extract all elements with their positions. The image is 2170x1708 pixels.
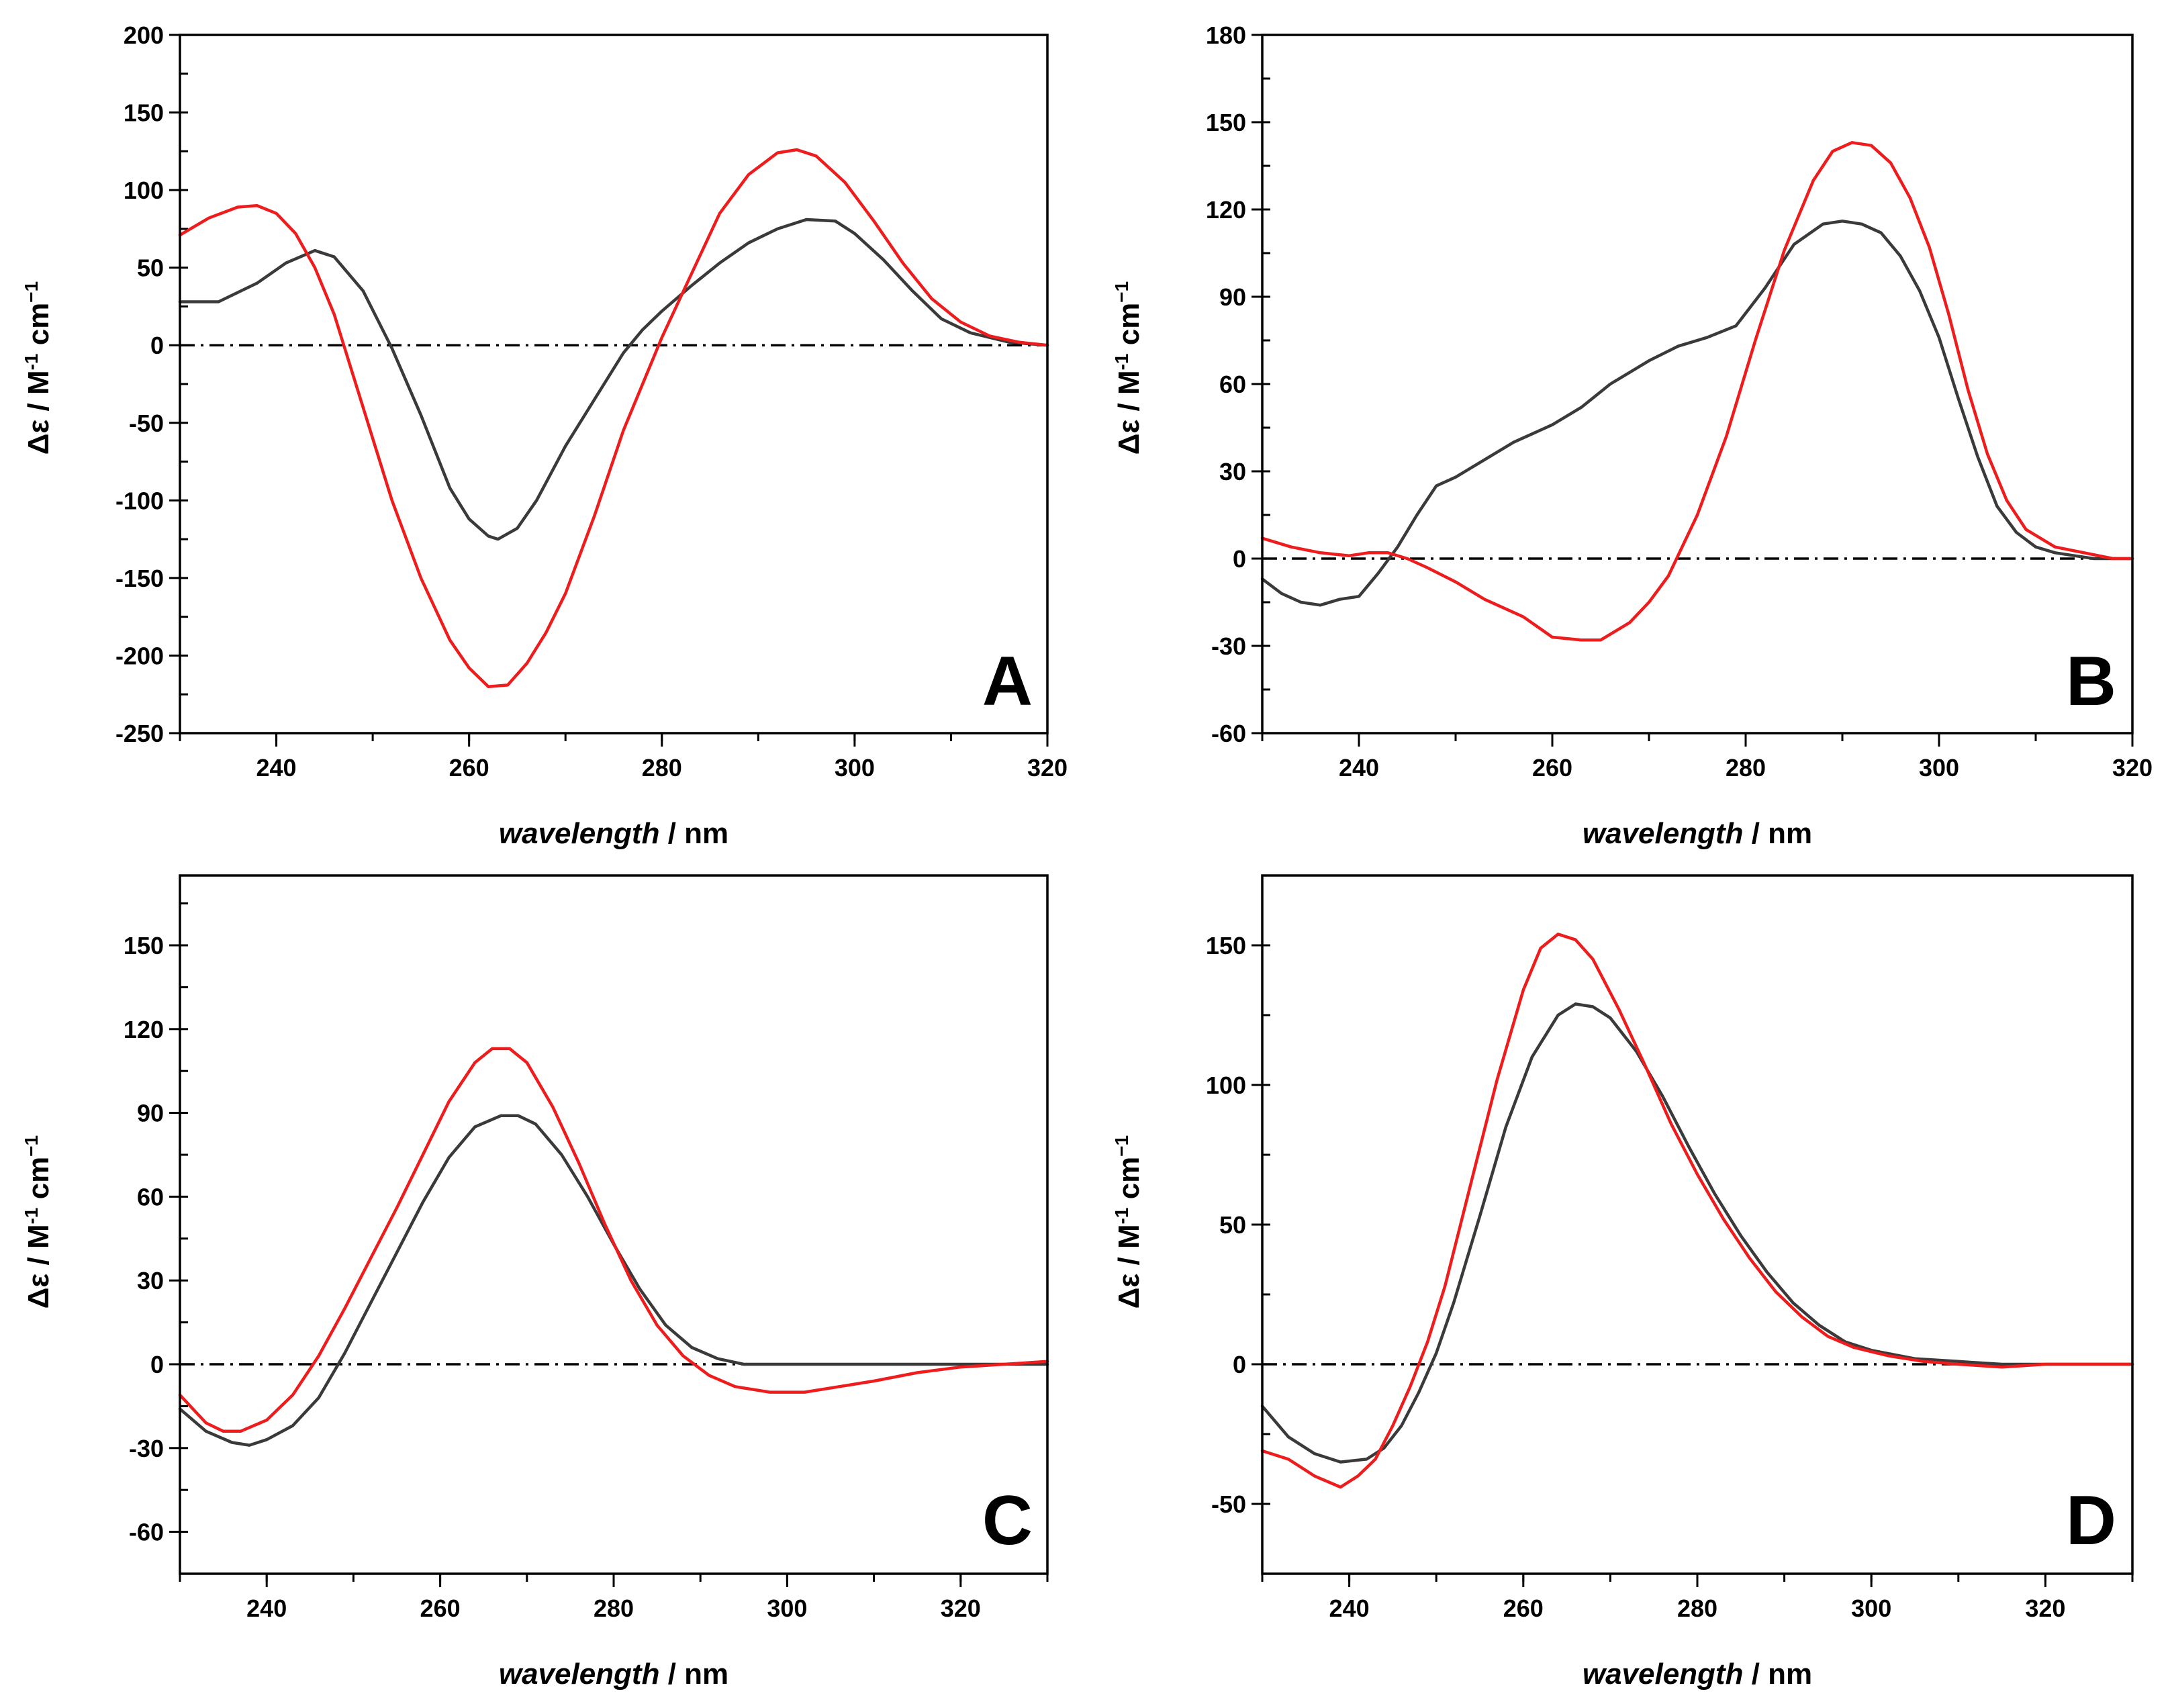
panel-b-y-tick-label: -60: [1211, 720, 1246, 747]
panel-d-x-tick-label: 260: [1503, 1595, 1544, 1622]
panel-b-y-tick-label: 180: [1206, 21, 1246, 49]
panel-b-x-tick-label: 260: [1532, 754, 1572, 781]
panel-b-y-tick-label: -30: [1211, 632, 1246, 660]
panel-a-x-tick-label: 260: [449, 754, 489, 781]
panel-b: Δε / M-1 cm−1 wavelength / nm B -60 -30 0 3…: [1111, 21, 2153, 850]
panel-a-y-tick-label: -250: [115, 720, 164, 747]
panel-a-x-axis-label: wavelength / nm: [499, 817, 728, 850]
panel-d-plot-frame: [1261, 874, 2134, 1575]
panel-a-y-tick-label: -50: [129, 410, 164, 437]
panel-b-x-tick-label: 240: [1339, 754, 1379, 781]
panel-c-y-tick-label: 30: [137, 1267, 164, 1294]
panel-d-label: D: [2066, 1482, 2116, 1560]
panel-d-y-tick-label: -50: [1211, 1490, 1246, 1518]
panel-c: Δε / M-1 cm−1 wavelength / nm C -60 -30 0 3…: [21, 874, 1049, 1691]
panel-a-x-tick-label: 300: [835, 754, 875, 781]
panel-c-y-tick-label: 0: [150, 1351, 164, 1378]
panel-a-label: A: [982, 643, 1033, 720]
panel-a-y-tick-label: 0: [150, 332, 164, 359]
panel-c-label: C: [982, 1482, 1033, 1560]
panel-a-y-tick-label: -100: [115, 487, 164, 514]
panel-d-series-1-line: [1260, 1002, 2134, 1464]
panel-b-y-tick-label: 0: [1233, 545, 1246, 573]
panel-b-series-2-line: [1260, 141, 2134, 642]
panel-b-label: B: [2066, 643, 2116, 720]
panel-b-plot-frame: [1261, 34, 2134, 734]
panel-c-x-axis-label: wavelength / nm: [499, 1658, 728, 1691]
panel-b-x-axis-label: wavelength / nm: [1583, 817, 1812, 850]
panel-c-y-tick-label: 150: [124, 932, 164, 959]
panel-c-x-tick-label: 240: [246, 1595, 287, 1622]
panel-a-y-tick-label: 100: [124, 177, 164, 204]
panel-b-y-tick-label: 150: [1206, 109, 1246, 136]
panel-c-x-tick-label: 280: [594, 1595, 634, 1622]
panel-a-x-tick-label: 320: [1027, 754, 1068, 781]
panel-d-x-axis-label: wavelength / nm: [1583, 1658, 1812, 1691]
panel-a-y-axis-label: Δε / M-1 cm−1: [21, 281, 55, 455]
panel-a-y-tick-label: -150: [115, 565, 164, 592]
panel-d-x-tick-label: 320: [2025, 1595, 2065, 1622]
panel-d-y-axis-label: Δε / M-1 cm−1: [1111, 1135, 1145, 1309]
panel-a-series-1-line: [178, 218, 1049, 541]
panel-d-series-2-line: [1260, 933, 2134, 1489]
panel-a: Δε / M-1 cm−1 wavelength / nm A -250 -200…: [21, 21, 1068, 850]
panel-c-x-tick-label: 260: [420, 1595, 461, 1622]
panel-a-x-tick-label: 280: [642, 754, 682, 781]
panel-c-series-1-line: [178, 1114, 1049, 1447]
panel-d-y-tick-label: 150: [1206, 932, 1246, 959]
panel-a-y-tick-label: 150: [124, 99, 164, 127]
panel-b-series-1-line: [1260, 220, 2134, 607]
panel-c-series-2-line: [178, 1047, 1049, 1433]
panel-b-x-tick-label: 320: [2112, 754, 2153, 781]
panel-a-series-2-line: [178, 148, 1049, 688]
panel-c-y-tick-label: 120: [124, 1016, 164, 1043]
panel-a-x-tick-label: 240: [256, 754, 297, 781]
panel-d-y-tick-label: 100: [1206, 1072, 1246, 1099]
panel-d-x-tick-label: 280: [1677, 1595, 1717, 1622]
panel-c-x-tick-label: 300: [767, 1595, 807, 1622]
panel-c-y-tick-label: 60: [137, 1183, 164, 1211]
panel-b-y-tick-label: 30: [1219, 458, 1246, 485]
panel-a-y-tick-label: -200: [115, 642, 164, 669]
panel-c-y-tick-label: -60: [129, 1519, 164, 1546]
panel-c-plot-frame: [179, 874, 1049, 1575]
panel-b-x-tick-label: 280: [1726, 754, 1766, 781]
panel-c-y-axis-label: Δε / M-1 cm−1: [21, 1135, 55, 1309]
panel-b-y-axis-label: Δε / M-1 cm−1: [1111, 281, 1145, 455]
panel-c-y-tick-label: 90: [137, 1100, 164, 1127]
panel-b-y-tick-label: 120: [1206, 196, 1246, 224]
panel-a-y-tick-label: 50: [137, 254, 164, 282]
panel-d: Δε / M-1 cm−1 wavelength / nm D -50 0 50 10…: [1111, 874, 2134, 1691]
panel-b-y-tick-label: 60: [1219, 371, 1246, 398]
panel-c-x-tick-label: 320: [941, 1595, 981, 1622]
panel-b-y-tick-label: 90: [1219, 283, 1246, 311]
panel-d-x-tick-label: 240: [1329, 1595, 1370, 1622]
panel-d-y-tick-label: 0: [1233, 1351, 1246, 1378]
panel-a-plot-frame: [179, 34, 1049, 734]
panel-d-y-tick-label: 50: [1219, 1211, 1246, 1239]
panel-c-y-tick-label: -30: [129, 1435, 164, 1462]
panel-a-y-tick-label: 200: [124, 21, 164, 49]
panel-d-x-tick-label: 300: [1851, 1595, 1891, 1622]
panel-b-x-tick-label: 300: [1919, 754, 1959, 781]
